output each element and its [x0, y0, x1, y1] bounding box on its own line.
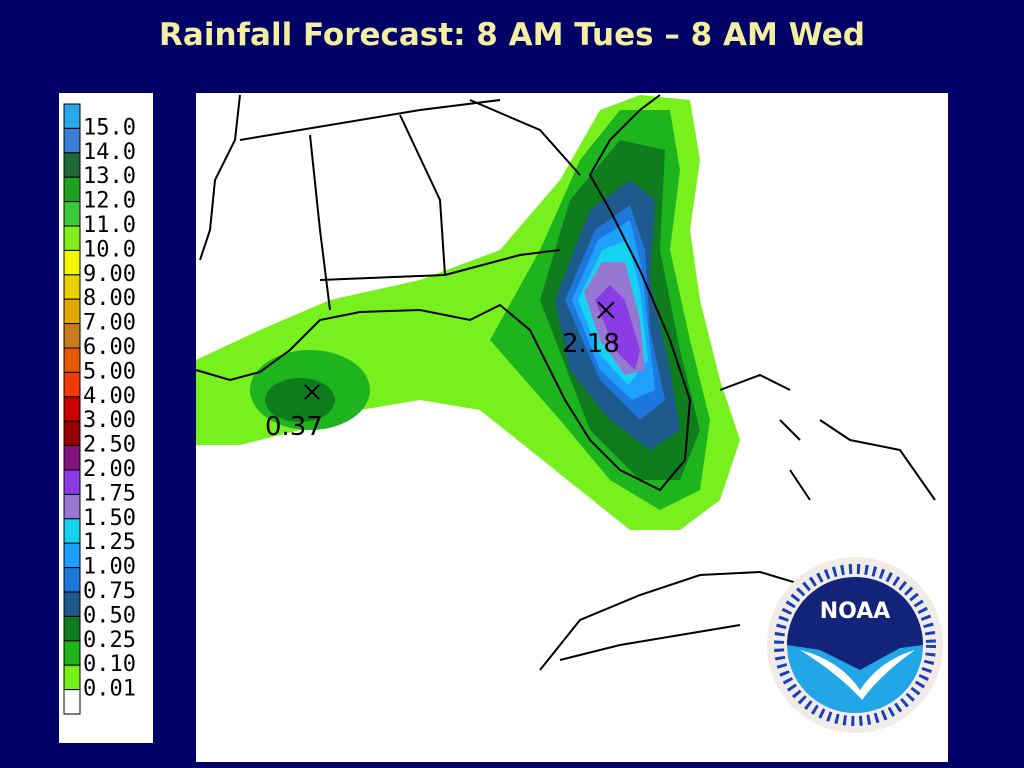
legend-swatch [63, 567, 81, 593]
legend-label: 7.00 [83, 311, 136, 336]
legend-label: 0.10 [83, 652, 136, 677]
legend-label: 15.0 [83, 115, 136, 140]
legend-swatch [63, 396, 81, 422]
max-marker [304, 301, 615, 400]
logo-text: NOAA [820, 599, 891, 624]
legend-swatch [63, 298, 81, 325]
legend-swatch [63, 591, 81, 617]
legend-label: 8.00 [83, 286, 136, 311]
legend-swatch [63, 542, 81, 569]
legend-label: 1.00 [83, 555, 136, 580]
legend-swatch [63, 689, 81, 715]
legend-swatch [63, 127, 81, 154]
legend-swatch [63, 323, 81, 349]
legend-swatch [63, 518, 81, 544]
state-borders [199, 94, 581, 311]
legend-swatch [63, 664, 81, 691]
legend-label: 14.0 [83, 140, 136, 165]
legend-swatch [63, 445, 81, 471]
max-label: 0.37 [265, 412, 323, 442]
legend-swatch [63, 176, 81, 203]
legend-label: 10.0 [83, 237, 136, 262]
legend-swatch [63, 152, 81, 178]
legend-label: 9.00 [83, 262, 136, 287]
legend-label: 1.25 [83, 530, 136, 555]
legend-label: 5.00 [83, 359, 136, 384]
islands [539, 373, 936, 671]
legend-label: 0.75 [83, 579, 136, 604]
legend-swatch [63, 103, 81, 129]
legend-label: 1.50 [83, 506, 136, 531]
legend-label: 3.00 [83, 408, 136, 433]
legend-swatch [63, 371, 81, 398]
legend-label: 0.01 [83, 677, 136, 702]
legend-label: 13.0 [83, 164, 136, 189]
legend-swatch [63, 420, 81, 447]
legend-label: 2.00 [83, 457, 136, 482]
legend-swatch [63, 469, 81, 495]
legend-label: 12.0 [83, 189, 136, 214]
legend-label: 1.75 [83, 481, 136, 506]
logo-ring-text [774, 564, 936, 726]
logo-top [787, 577, 923, 670]
legend-swatch [63, 249, 81, 276]
legend-label: 6.00 [83, 335, 136, 360]
legend-label: 0.50 [83, 603, 136, 628]
noaa-logo: NOAA [767, 557, 943, 733]
rainfall-map: 2.18 0.37 [195, 94, 936, 671]
legend: 15.014.013.012.011.010.09.008.007.006.00… [63, 103, 136, 715]
legend-swatch [63, 615, 81, 642]
legend-swatch [63, 493, 81, 520]
legend-swatch [63, 225, 81, 251]
legend-swatch [63, 347, 81, 373]
legend-label: 4.00 [83, 384, 136, 409]
legend-swatch [63, 201, 81, 227]
rain-1-75 [595, 285, 640, 370]
legend-swatch [63, 640, 81, 666]
rain-0-25 [265, 378, 335, 422]
logo-bird [800, 650, 915, 700]
max-label: 2.18 [562, 329, 620, 359]
legend-label: 0.25 [83, 628, 136, 653]
slide-title: Rainfall Forecast: 8 AM Tues – 8 AM Wed [159, 17, 865, 53]
legend-swatch [63, 274, 81, 300]
legend-label: 11.0 [83, 213, 136, 238]
legend-label: 2.50 [83, 433, 136, 458]
coastline [195, 94, 692, 492]
